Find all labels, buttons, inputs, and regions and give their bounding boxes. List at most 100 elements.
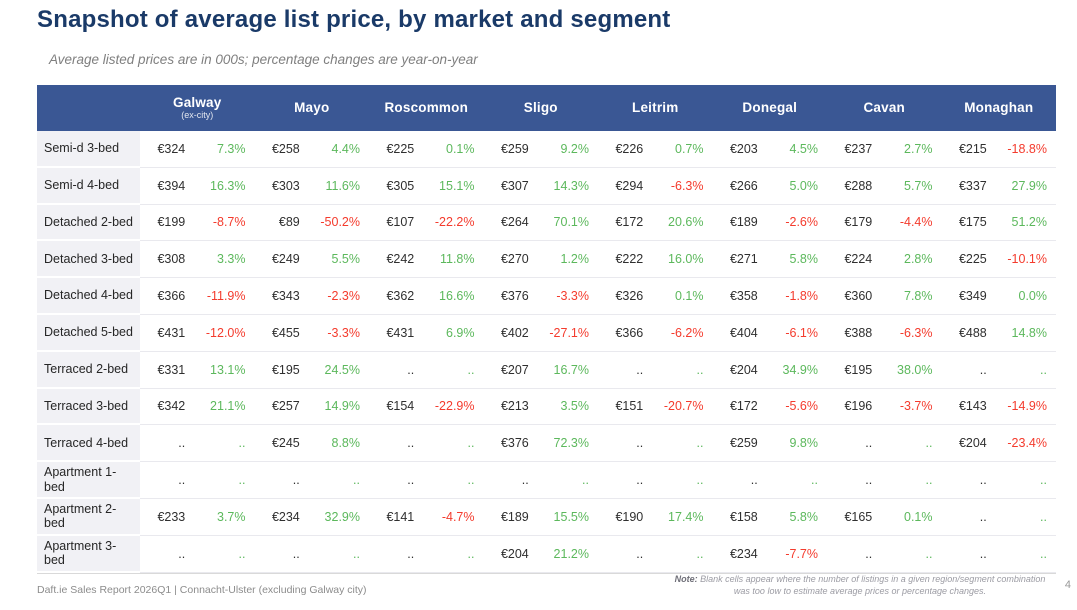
row-label: Terraced 4-bed [37,425,140,463]
table-row: Detached 4-bed €366 -11.9% €343 -2.3% €362 16.… [37,278,1056,315]
pct-change-cell: -14.9% [1007,399,1047,414]
column-header-label: Mayo [294,99,330,115]
pct-change-cell: 8.8% [331,436,361,451]
column-header-subnote: (ex-city) [181,109,214,120]
price-cell: €245 [271,436,300,451]
pct-change-cell: 7.8% [904,289,933,304]
price-cell: €402 [500,325,529,340]
row-cells: €324 7.3% €258 4.4% €225 0.1% €259 9.2% €226 0.7%… [140,131,1056,168]
row-cells: €342 21.1% €257 14.9% €154 -22.9% €213 3.5% €151… [140,389,1056,426]
price-cell: €189 [500,509,529,524]
pct-change-cell: -6.2% [670,325,704,340]
row-label: Terraced 3-bed [37,388,140,426]
price-cell: .. [178,473,186,488]
row-label: Semi-d 4-bed [37,167,140,205]
pct-change-cell: -2.3% [327,289,360,304]
pct-change-cell: .. [925,473,933,488]
price-cell: €360 [844,289,873,304]
pct-change-cell: -10.1% [1007,252,1047,267]
pct-change-cell: 17.4% [668,509,704,524]
column-header-sligo: Sligo [484,99,599,115]
pct-change-cell: -5.6% [785,399,818,414]
column-header-label: Sligo [523,99,558,115]
pct-change-cell: 16.7% [553,362,589,377]
pct-change-cell: -23.4% [1007,436,1047,451]
column-header-label: Roscommon [384,99,469,115]
row-label: Detached 2-bed [37,204,140,242]
row-cells: ................................ [140,462,1056,499]
pct-change-cell: .. [1040,546,1047,561]
price-cell: €215 [958,141,987,156]
note-label: Note: [674,574,698,584]
row-label: Detached 3-bed [37,241,140,279]
price-cell: €195 [844,362,873,377]
price-cell: €249 [271,252,300,267]
price-cell: €366 [157,289,186,304]
pct-change-cell: -6.1% [785,325,818,340]
price-cell: €366 [615,325,644,340]
pct-change-cell: 38.0% [897,362,933,377]
price-cell: €362 [386,289,415,304]
pct-change-cell: -8.7% [212,215,246,230]
price-cell: €488 [958,325,987,340]
pct-change-cell: 1.2% [560,252,590,267]
price-cell: .. [292,546,300,561]
footer-source: Daft.ie Sales Report 2026Q1 | Connacht-U… [37,584,367,596]
table-body: Semi-d 3-bed €324 7.3% €258 4.4% €225 0.1% €259… [37,131,1056,573]
pct-change-cell: 11.6% [325,178,360,193]
price-cell: €195 [271,362,300,377]
pct-change-cell: .. [353,546,360,561]
price-cell: .. [636,436,644,451]
row-cells: €431 -12.0% €455 -3.3% €431 6.9% €402 -27.1% €36… [140,315,1056,352]
pct-change-cell: .. [696,473,704,488]
price-cell: €271 [729,252,758,267]
column-header-cavan: Cavan [827,99,942,115]
price-cell: €324 [157,141,186,156]
price-cell: .. [407,362,415,377]
pct-change-cell: 21.1% [210,399,246,414]
table-row: Apartment 1-bed.........................… [37,462,1056,499]
pct-change-cell: .. [1040,362,1047,377]
pct-change-cell: -4.7% [441,509,475,524]
price-cell: €388 [844,325,873,340]
column-header-label: Cavan [863,99,906,115]
price-cell: €331 [157,362,186,377]
column-header-label: Monaghan [964,99,1034,115]
row-cells: €331 13.1% €195 24.5%.... €207 16.7%.... €204 3… [140,352,1056,389]
price-cell: €224 [844,252,873,267]
pct-change-cell: 15.5% [553,509,589,524]
price-cell: €259 [729,436,758,451]
price-cell: €266 [729,178,758,193]
pct-change-cell: -50.2% [320,215,360,230]
price-cell: €165 [844,509,873,524]
row-label: Apartment 1-bed [37,462,140,499]
price-cell: €234 [271,509,300,524]
row-label: Detached 5-bed [37,314,140,352]
pct-change-cell: 0.1% [675,289,704,304]
pct-change-cell: 0.7% [675,141,704,156]
pct-change-cell: -4.4% [899,215,933,230]
row-label: Semi-d 3-bed [37,131,140,168]
price-cell: €258 [271,141,300,156]
pct-change-cell: 32.9% [324,509,360,524]
row-cells: €233 3.7% €234 32.9% €141 -4.7% €189 15.5% €190 1… [140,499,1056,536]
price-cell: .. [979,362,987,377]
page-title: Snapshot of average list price, by marke… [37,6,671,33]
pct-change-cell: 4.4% [331,141,361,156]
price-cell: €151 [615,399,644,414]
price-cell: .. [521,473,529,488]
row-cells: €394 16.3% €303 11.6% €305 15.1% €307 14.3% €294… [140,168,1056,205]
pct-change-cell: 7.3% [217,141,246,156]
pct-change-cell: 14.9% [324,399,360,414]
pct-change-cell: 16.0% [668,252,704,267]
price-cell: €307 [500,178,529,193]
price-cell: .. [407,546,415,561]
pct-change-cell: .. [467,546,475,561]
price-cell: €342 [157,399,186,414]
price-cell: €172 [729,399,758,414]
pct-change-cell: .. [238,473,246,488]
price-cell: €158 [729,509,758,524]
column-header-donegal: Donegal [713,99,828,115]
column-header-label: Donegal [742,99,798,115]
row-cells: .... €245 8.8%.... €376 72.3%.... €259 9.8%...… [140,425,1056,463]
